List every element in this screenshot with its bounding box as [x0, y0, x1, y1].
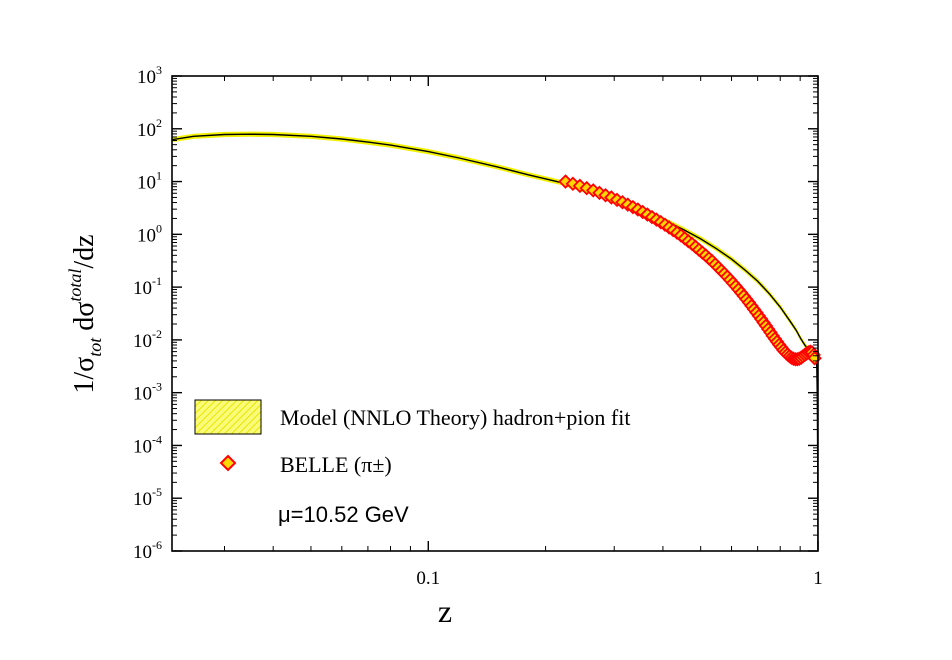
- legend-label-model: Model (NNLO Theory) hadron+pion fit: [280, 405, 631, 430]
- y-tick-label: 10-6: [133, 538, 162, 563]
- x-tick-label: 0.1: [416, 568, 440, 589]
- model-uncertainty-band: [172, 131, 818, 551]
- belle-data-point: [558, 174, 573, 189]
- legend-swatch-model: [194, 399, 262, 435]
- legend-label-belle: BELLE (π±): [280, 452, 392, 477]
- x-axis-title: z: [438, 593, 452, 629]
- y-tick-label-base: 10: [133, 331, 152, 352]
- axis-ticks: [172, 75, 819, 552]
- y-tick-label: 10-3: [133, 380, 162, 405]
- y-tick-label: 10-5: [133, 485, 162, 510]
- y-tick-label: 10-4: [133, 432, 162, 457]
- y-tick-label-base: 10: [133, 489, 152, 510]
- model-band-layer: [172, 131, 818, 551]
- y-tick-label-base: 10: [137, 173, 156, 194]
- y-axis-title-mid: dσ: [69, 302, 100, 338]
- y-axis-title-sup: total: [65, 269, 85, 302]
- y-axis-title-sub: tot: [85, 337, 105, 357]
- y-tick-label-exp: 3: [156, 63, 162, 77]
- legend: Model (NNLO Theory) hadron+pion fit BELL…: [194, 399, 631, 477]
- y-tick-label: 10-1: [133, 274, 162, 299]
- y-tick-label: 100: [137, 221, 162, 246]
- y-tick-label-base: 10: [137, 120, 156, 141]
- y-axis-title-prefix: 1/σ: [69, 357, 100, 394]
- legend-marker-belle: [219, 454, 237, 472]
- y-tick-label: 102: [137, 116, 162, 141]
- y-tick-label-base: 10: [137, 225, 156, 246]
- y-tick-label: 103: [137, 63, 162, 88]
- y-axis-title: 1/σtot dσtotal/dz: [65, 234, 105, 393]
- y-tick-label-exp: 1: [156, 169, 162, 183]
- y-axis-title-suffix: /dz: [69, 234, 100, 268]
- y-tick-label-base: 10: [133, 278, 152, 299]
- y-tick-label-base: 10: [137, 67, 156, 88]
- y-tick-label-base: 10: [133, 436, 152, 457]
- y-tick-label-base: 10: [133, 542, 152, 563]
- y-tick-label-exp: -2: [152, 327, 162, 341]
- y-tick-label-exp: -5: [152, 485, 162, 499]
- y-tick-label-exp: -3: [152, 380, 162, 394]
- y-tick-label-exp: -1: [152, 274, 162, 288]
- y-tick-label-exp: 0: [156, 221, 162, 235]
- y-tick-label-exp: -6: [152, 538, 162, 552]
- y-tick-label: 10-2: [133, 327, 162, 352]
- y-tick-label-exp: -4: [152, 432, 162, 446]
- y-tick-label-exp: 2: [156, 116, 162, 130]
- belle-marker-layer: [558, 174, 822, 367]
- y-tick-label: 101: [137, 169, 162, 194]
- plot-area-frame: [171, 75, 819, 552]
- x-tick-label: 1: [813, 568, 823, 589]
- y-tick-label-base: 10: [133, 384, 152, 405]
- model-curve: [172, 133, 818, 551]
- energy-annotation: μ=10.52 GeV: [278, 502, 409, 527]
- model-line-layer: [172, 133, 818, 551]
